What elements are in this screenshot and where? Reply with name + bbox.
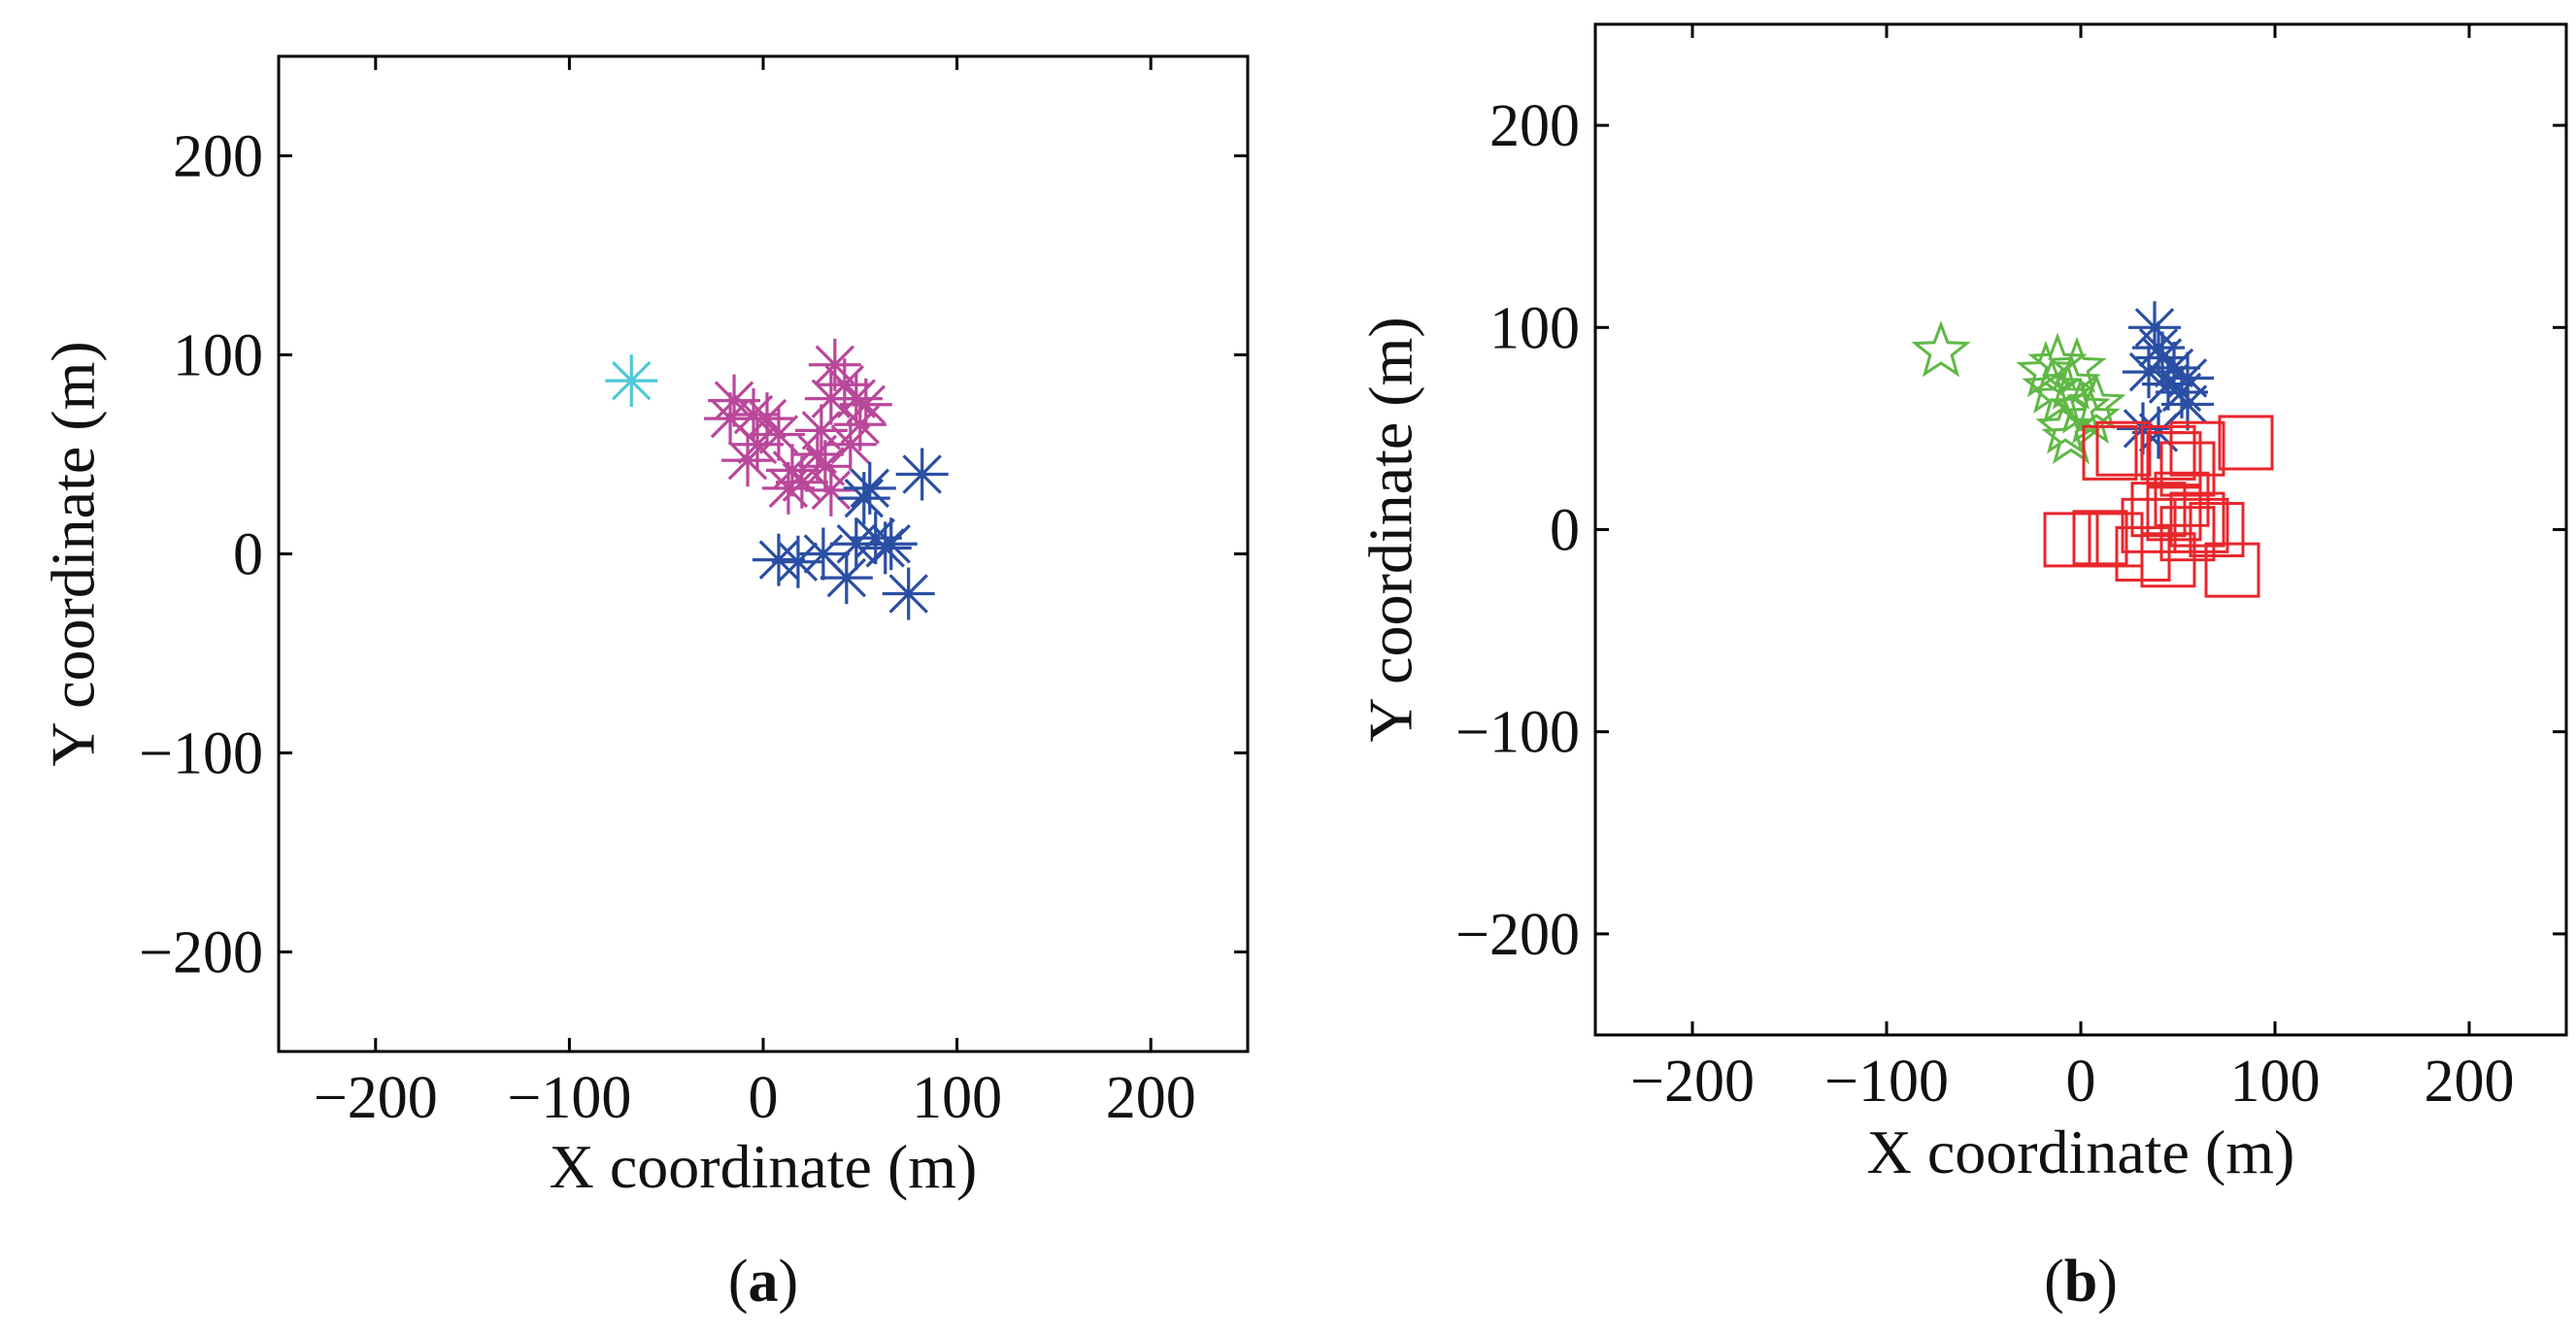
x-tick-label: 200 xyxy=(2425,1049,2515,1115)
green-star-point xyxy=(2022,356,2082,414)
axes-frame-a xyxy=(277,54,1250,1053)
y-axis-label-a: Y coordinate (m) xyxy=(39,341,108,766)
magenta-asterisk-point xyxy=(721,434,775,487)
blue-asterisk-point xyxy=(752,533,805,586)
magenta-asterisk-point xyxy=(790,428,844,481)
plot-area-a xyxy=(605,338,949,620)
red-square-point xyxy=(2159,441,2216,497)
magenta-asterisk-point xyxy=(833,398,887,451)
magenta-asterisk-point xyxy=(708,374,761,427)
blue-asterisk-point xyxy=(837,472,890,525)
y-tick-label: −200 xyxy=(139,920,263,986)
magenta-asterisk-point xyxy=(818,358,871,412)
red-square-point xyxy=(2130,482,2187,538)
blue-asterisk-point xyxy=(864,517,918,571)
x-tick-label: 0 xyxy=(2066,1049,2096,1115)
blue-asterisk-point xyxy=(2156,365,2208,418)
blue-asterisk-point xyxy=(771,535,824,588)
magenta-asterisk-point xyxy=(731,417,785,471)
blue-asterisk-point xyxy=(843,461,896,515)
magenta-asterisk-point xyxy=(823,417,877,471)
green-star-point xyxy=(2066,373,2126,430)
blue-asterisk-point xyxy=(2161,351,2214,405)
red-square-point xyxy=(2095,420,2152,477)
red-square-point xyxy=(2082,424,2138,481)
axes-frame-b xyxy=(1593,22,2568,1037)
panel-a: −200 −100 0 100 200 200 100 0 −100 −200 X coordi… xyxy=(39,54,1250,1315)
x-tick-label: −200 xyxy=(314,1065,438,1131)
red-square-point xyxy=(2146,431,2202,487)
x-tick-label: −200 xyxy=(1630,1049,1755,1115)
x-axis-label-b: X coordinate (m) xyxy=(1867,1117,2295,1186)
panel-b: −200 −100 0 100 200 200 100 0 −100 −200 X coordi… xyxy=(1356,22,2568,1315)
blue-asterisk-point xyxy=(796,527,850,581)
red-square-point xyxy=(2043,512,2099,568)
magenta-asterisk-point xyxy=(829,372,883,425)
red-square-point xyxy=(2204,542,2260,598)
y-ticks-b: 200 100 0 −100 −200 xyxy=(1455,93,2566,968)
magenta-asterisk-point xyxy=(794,404,848,457)
cyan-asterisk-point xyxy=(605,354,658,408)
magenta-asterisk-point xyxy=(808,338,861,391)
blue-asterisk-point xyxy=(829,517,883,571)
magenta-asterisk-point xyxy=(798,440,852,493)
blue-asterisk-point xyxy=(882,567,935,620)
blue-asterisk-point xyxy=(2142,357,2194,411)
blue-asterisk-point xyxy=(2128,301,2181,354)
blue-asterisk-point xyxy=(2132,321,2185,375)
magenta-asterisk-point xyxy=(740,392,793,446)
blue-asterisk-point xyxy=(2161,378,2214,431)
x-tick-label: 200 xyxy=(1106,1065,1196,1131)
blue-asterisk-point xyxy=(895,448,949,501)
y-axis-label-b: Y coordinate (m) xyxy=(1356,317,1425,742)
red-square-point xyxy=(2189,502,2245,557)
magenta-asterisk-point xyxy=(839,378,892,431)
x-tick-label: 0 xyxy=(749,1065,779,1131)
x-tick-label: 100 xyxy=(912,1065,1002,1131)
y-ticks-a: 200 100 0 −100 −200 xyxy=(139,124,1248,986)
plot-area-b xyxy=(1911,301,2274,598)
y-tick-label: −200 xyxy=(1455,902,1580,968)
blue-asterisk-point xyxy=(2148,341,2200,394)
x-tick-label: −100 xyxy=(1824,1049,1949,1115)
x-ticks-a: −200 −100 0 100 200 xyxy=(314,56,1196,1131)
caption-a: (a) xyxy=(728,1249,798,1315)
x-tick-label: −100 xyxy=(507,1065,631,1131)
y-tick-label: 100 xyxy=(1489,295,1580,361)
green-star-point xyxy=(2041,407,2101,464)
green-star-point xyxy=(2047,336,2107,394)
red-square-point xyxy=(2121,497,2177,553)
red-square-point xyxy=(2140,424,2196,481)
green-star-point xyxy=(2035,397,2095,454)
y-tick-label: −100 xyxy=(139,721,263,787)
y-tick-label: 100 xyxy=(173,323,263,389)
x-ticks-b: −200 −100 0 100 200 xyxy=(1630,24,2515,1115)
blue-asterisk-point xyxy=(820,551,873,605)
red-square-point xyxy=(2140,532,2196,588)
magenta-asterisk-point xyxy=(804,463,857,517)
magenta-asterisk-point xyxy=(727,388,781,441)
y-tick-label: 0 xyxy=(1550,498,1580,564)
red-square-point xyxy=(2072,510,2128,566)
red-square-point xyxy=(2218,415,2274,471)
green-star-point xyxy=(1911,320,1971,378)
magenta-asterisk-point xyxy=(765,444,819,497)
red-square-point xyxy=(2169,491,2225,548)
magenta-asterisk-point xyxy=(761,461,815,515)
magenta-asterisk-point xyxy=(704,392,757,446)
y-tick-label: −100 xyxy=(1455,700,1580,766)
caption-b: (b) xyxy=(2044,1249,2118,1315)
red-square-point xyxy=(2169,420,2225,477)
x-tick-label: 100 xyxy=(2230,1049,2321,1115)
y-tick-label: 200 xyxy=(1489,93,1580,159)
y-tick-label: 200 xyxy=(173,124,263,190)
magenta-asterisk-point xyxy=(752,408,805,461)
y-tick-label: 0 xyxy=(233,522,263,588)
magenta-asterisk-point xyxy=(775,455,828,509)
x-axis-label-a: X coordinate (m) xyxy=(550,1132,978,1201)
